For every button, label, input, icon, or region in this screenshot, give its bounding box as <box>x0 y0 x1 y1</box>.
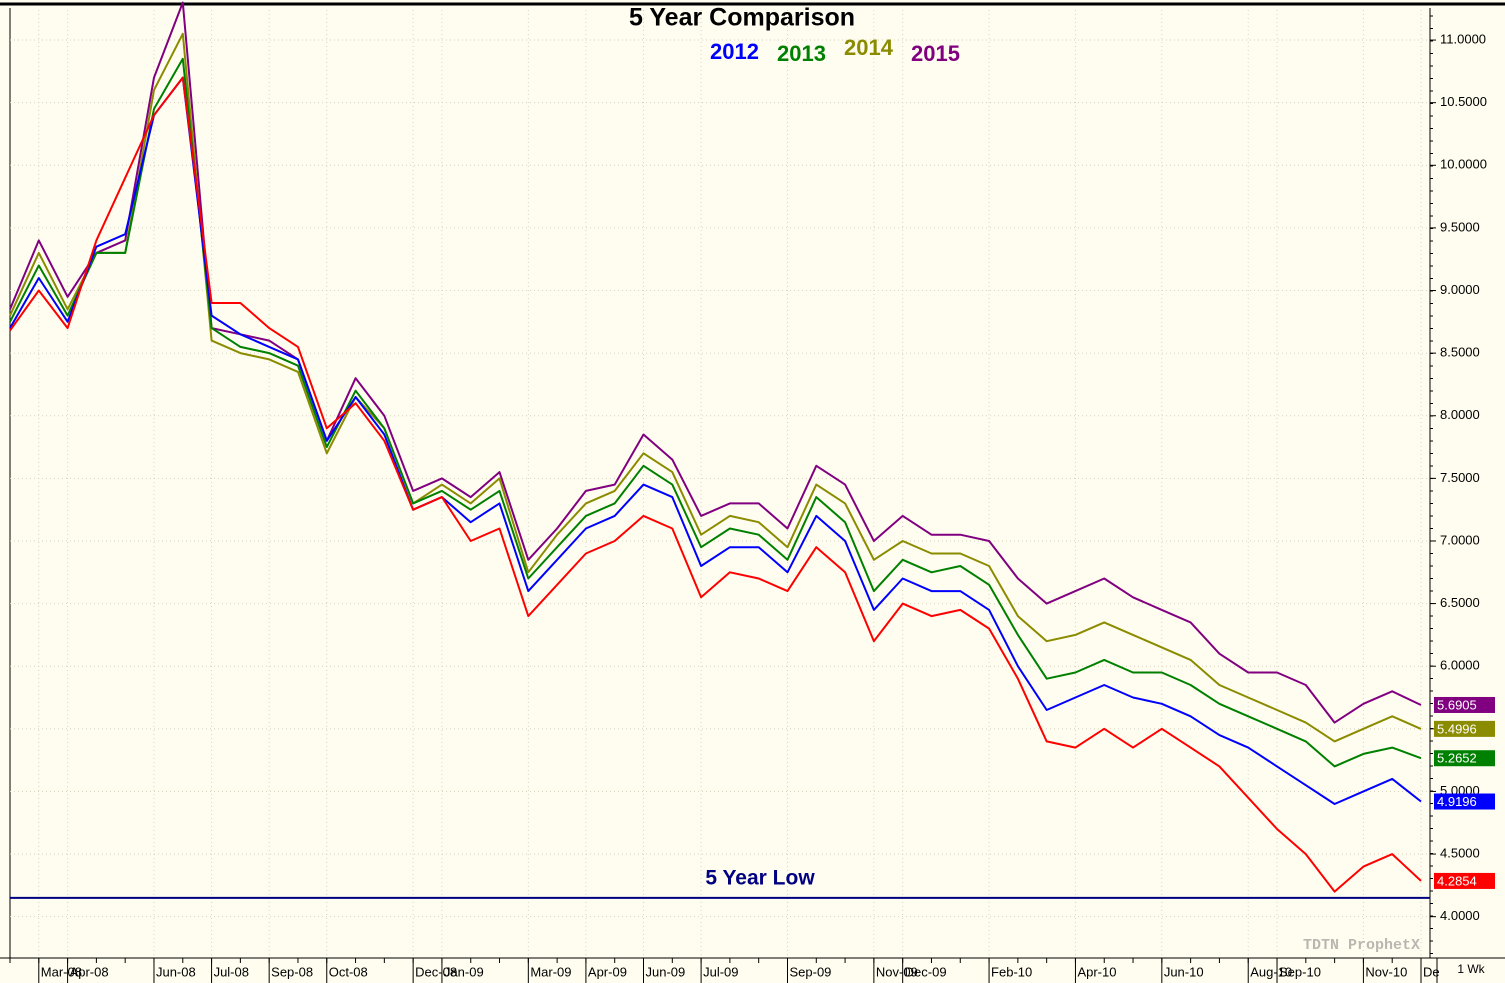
y-tick-label: 7.0000 <box>1440 532 1480 547</box>
end-value-label: 5.2652 <box>1437 751 1477 766</box>
y-tick-label: 8.5000 <box>1440 345 1480 360</box>
end-value-label: 5.4996 <box>1437 721 1477 736</box>
chart-title: 5 Year Comparison <box>629 4 855 32</box>
legend-entry: 2013 <box>777 41 826 66</box>
x-tick-label: De <box>1423 964 1440 979</box>
x-tick-label: Nov-09 <box>876 964 918 979</box>
watermark: TDTN ProphetX <box>1303 937 1420 954</box>
end-value-tag <box>1434 720 1495 737</box>
legend-entry: 2015 <box>911 41 960 66</box>
y-tick-label: 9.5000 <box>1440 219 1480 234</box>
y-tick-label: 9.0000 <box>1440 282 1480 297</box>
y-tick-label: 8.0000 <box>1440 407 1480 422</box>
series-line <box>9 76 1422 805</box>
end-value-tag <box>1434 750 1495 767</box>
y-tick-label: 6.5000 <box>1440 595 1480 610</box>
x-tick-label: Nov-10 <box>1365 964 1407 979</box>
end-value-label: 5.6905 <box>1437 697 1477 712</box>
x-tick-label: Sep-09 <box>789 964 831 979</box>
x-tick-label: Dec-09 <box>905 964 947 979</box>
y-tick-label: 4.0000 <box>1440 908 1480 923</box>
grid <box>10 10 1430 958</box>
x-tick-label: Dec-08 <box>415 964 457 979</box>
series-line <box>9 76 1422 893</box>
x-tick-label: Apr-08 <box>70 964 109 979</box>
x-tick-label: Jun-08 <box>156 964 196 979</box>
x-tick-label: Jun-10 <box>1164 964 1204 979</box>
series-line <box>9 57 1422 768</box>
series-line <box>9 32 1422 743</box>
x-tick-label: Mar-09 <box>530 964 571 979</box>
legend-entry: 2014 <box>844 35 894 60</box>
end-value-label: 4.9196 <box>1437 794 1477 809</box>
end-value-tag <box>1434 872 1495 889</box>
x-tick-label: Jan-09 <box>444 964 484 979</box>
x-tick-label: Jul-08 <box>214 964 249 979</box>
x-tick-label: Jun-09 <box>646 964 686 979</box>
x-tick-label: Feb-10 <box>991 964 1032 979</box>
end-value-tag <box>1434 793 1495 810</box>
x-tick-label: Mar-08 <box>41 964 82 979</box>
x-tick-label: Aug-10 <box>1250 964 1292 979</box>
end-value-tag <box>1434 696 1495 713</box>
y-tick-label: 6.0000 <box>1440 658 1480 673</box>
y-tick-label: 4.5000 <box>1440 845 1480 860</box>
x-tick-label: Apr-10 <box>1077 964 1116 979</box>
five-year-low-label: 5 Year Low <box>705 866 815 889</box>
legend-entry: 2012 <box>710 39 759 64</box>
x-tick-label: Oct-08 <box>329 964 368 979</box>
y-tick-label: 7.5000 <box>1440 470 1480 485</box>
interval-label: 1 Wk <box>1457 962 1485 976</box>
x-tick-label: Jul-09 <box>703 964 738 979</box>
x-tick-label: Sep-08 <box>271 964 313 979</box>
y-tick-label: 10.5000 <box>1440 94 1487 109</box>
x-tick-label: Apr-09 <box>588 964 627 979</box>
y-tick-label: 11.0000 <box>1440 31 1486 46</box>
end-value-label: 4.2854 <box>1437 873 1477 888</box>
y-tick-label: 10.0000 <box>1440 157 1487 172</box>
x-tick-label: Sep-10 <box>1279 964 1321 979</box>
